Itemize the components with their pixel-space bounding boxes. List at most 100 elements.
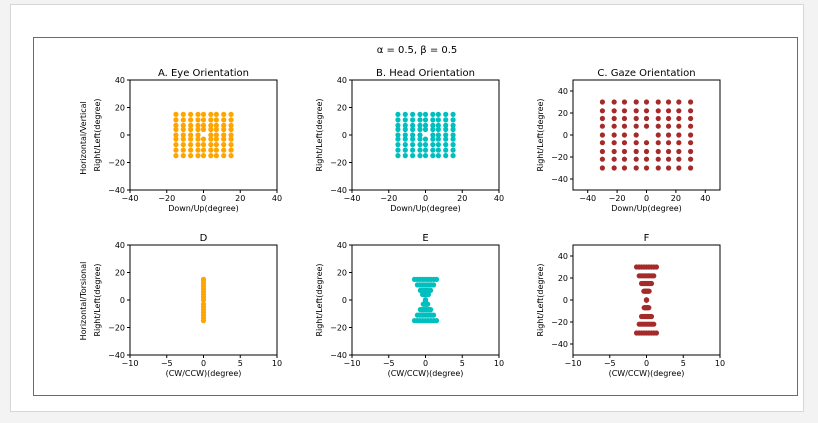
x-tick-label: −20 — [158, 194, 175, 203]
data-point — [180, 126, 186, 133]
data-point — [443, 111, 449, 117]
data-point — [402, 142, 408, 148]
data-point — [173, 147, 179, 153]
data-point — [633, 99, 639, 105]
data-point — [621, 156, 628, 162]
data-point — [643, 99, 650, 105]
data-point — [430, 153, 436, 159]
data-point — [188, 126, 194, 133]
y-tick-label: −20 — [551, 318, 568, 327]
data-point — [643, 108, 650, 114]
data-point — [450, 142, 456, 148]
x-tick-label: 0 — [201, 194, 206, 203]
data-point — [208, 111, 214, 117]
data-point — [395, 117, 401, 123]
x-tick-label: 0 — [644, 359, 649, 368]
y-tick-label: −20 — [330, 324, 347, 333]
y-tick-label: −40 — [330, 186, 347, 195]
data-point — [665, 132, 672, 138]
data-point — [599, 108, 606, 114]
data-point — [221, 111, 227, 117]
data-point — [422, 153, 429, 159]
data-point — [621, 123, 628, 129]
data-point — [430, 117, 436, 123]
data-point — [173, 136, 179, 142]
data-point — [611, 108, 617, 114]
data-point — [688, 156, 694, 162]
x-tick-label: −10 — [344, 359, 361, 368]
x-tick-label: −10 — [122, 359, 139, 368]
data-point — [435, 111, 441, 117]
data-point — [435, 147, 441, 153]
data-point — [611, 123, 617, 129]
data-point — [435, 117, 441, 123]
data-point — [213, 126, 219, 133]
data-point — [450, 132, 456, 138]
y-tick-label: 0 — [342, 131, 347, 140]
data-point — [173, 117, 179, 123]
data-point — [665, 148, 672, 155]
data-point — [599, 99, 606, 105]
data-point — [180, 117, 186, 123]
data-point — [173, 142, 179, 148]
data-point — [450, 111, 456, 117]
data-point — [643, 148, 650, 155]
data-point — [450, 122, 456, 128]
x-tick-label: −10 — [565, 359, 582, 368]
data-point — [633, 132, 639, 138]
x-tick-label: −5 — [604, 359, 616, 368]
data-point — [422, 117, 429, 123]
data-point — [213, 153, 219, 159]
y-tick-label: −40 — [108, 186, 125, 195]
data-point — [422, 142, 429, 148]
data-point — [655, 99, 661, 105]
data-point — [676, 108, 682, 114]
data-point — [688, 123, 694, 129]
y-tick-label: 40 — [337, 76, 347, 85]
data-point — [173, 122, 179, 128]
y-tick-label: −20 — [551, 153, 568, 162]
x-axis-label: Down/Up(degree) — [390, 204, 461, 213]
data-point — [228, 132, 234, 138]
panel-5: −10 −5 0 5 10 −40 −20 0 20 40 E (CW/CCW)(degree) Rig… — [315, 233, 504, 378]
data-point — [402, 117, 408, 123]
figure-frame: α = 0.5, β = 0.5 Horizontal/Vertical Hor… — [33, 37, 798, 396]
y-axis-label: Right/Left(degree) — [93, 98, 102, 171]
data-point — [213, 117, 219, 123]
data-point — [221, 132, 227, 138]
data-point — [611, 99, 617, 105]
data-point — [651, 321, 657, 327]
panel-4: −10 −5 0 5 10 −40 −20 0 20 40 D (CW/CCW)(degree) Rig… — [93, 233, 282, 378]
y-tick-label: −20 — [330, 159, 347, 168]
data-point — [646, 305, 652, 311]
y-tick-label: 40 — [558, 87, 568, 96]
y-axis-label: Right/Left(degree) — [536, 263, 545, 336]
data-point — [633, 165, 639, 171]
data-point — [430, 132, 436, 138]
data-point — [599, 165, 606, 171]
data-point — [195, 153, 201, 159]
data-point — [228, 153, 234, 159]
y-tick-label: 20 — [115, 269, 125, 278]
data-point — [188, 132, 194, 138]
page-card: α = 0.5, β = 0.5 Horizontal/Vertical Hor… — [10, 4, 804, 412]
data-point — [443, 142, 449, 148]
x-tick-label: 40 — [272, 194, 282, 203]
y-tick-label: −40 — [108, 351, 125, 360]
data-point — [195, 117, 201, 123]
data-point — [422, 122, 429, 128]
data-point — [633, 108, 639, 114]
data-point — [173, 111, 179, 117]
y-tick-label: 20 — [558, 274, 568, 283]
x-tick-label: 20 — [457, 194, 467, 203]
data-point — [633, 123, 639, 129]
data-point — [428, 287, 434, 293]
data-point — [430, 136, 436, 142]
figure-suptitle: α = 0.5, β = 0.5 — [377, 45, 458, 56]
y-tick-label: 0 — [563, 131, 568, 140]
data-point — [425, 301, 431, 307]
data-point — [221, 153, 227, 159]
data-point — [655, 165, 661, 171]
data-point — [599, 140, 606, 146]
data-point — [422, 111, 429, 117]
